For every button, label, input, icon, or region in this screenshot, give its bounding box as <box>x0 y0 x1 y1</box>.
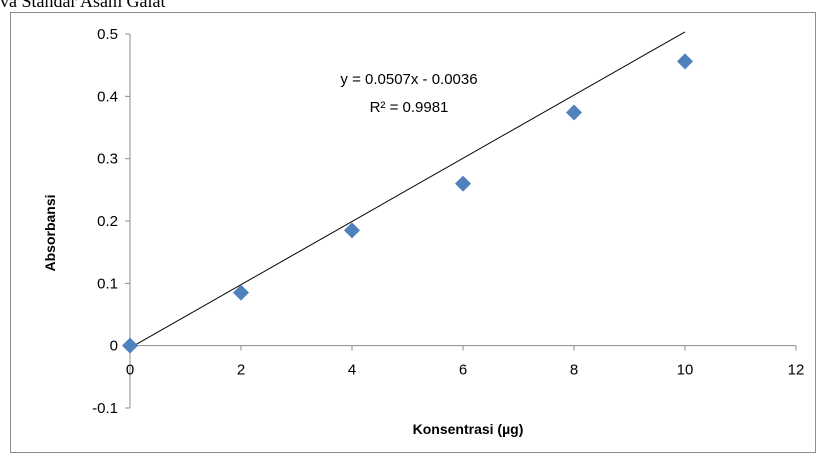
y-tick-label: 0.3 <box>97 151 118 168</box>
y-tick-label: 0.2 <box>97 213 118 230</box>
x-tick-label: 4 <box>348 362 356 379</box>
data-points <box>122 53 693 354</box>
x-axis-title: Konsentrasi (µg) <box>413 421 524 437</box>
chart-area: 0.5 0.4 0.3 0.2 0.1 0 -0.1 0 2 4 6 8 10 12 y = 0.0507… <box>10 12 816 453</box>
data-point-marker <box>677 53 693 70</box>
trendline-equation: y = 0.0507x - 0.0036 <box>340 71 477 88</box>
r-squared-label: R² = 0.9981 <box>370 99 449 116</box>
x-tick-label: 2 <box>237 362 245 379</box>
data-point-marker <box>233 284 249 301</box>
data-point-marker <box>455 175 471 192</box>
x-tick-label: 8 <box>570 362 578 379</box>
y-tick-label: -0.1 <box>92 400 118 417</box>
y-tick-label: 0.4 <box>97 88 118 105</box>
axes: 0.5 0.4 0.3 0.2 0.1 0 -0.1 0 2 4 6 8 10 12 <box>92 26 804 417</box>
scatter-chart: 0.5 0.4 0.3 0.2 0.1 0 -0.1 0 2 4 6 8 10 12 y = 0.0507… <box>42 26 804 437</box>
x-tick-label: 10 <box>677 362 694 379</box>
data-point-marker <box>566 104 582 121</box>
y-tick-label: 0 <box>110 338 118 355</box>
x-tick-label: 12 <box>788 362 805 379</box>
x-tick-label: 6 <box>459 362 467 379</box>
x-tick-label: 0 <box>126 362 134 379</box>
y-tick-label: 0.5 <box>97 26 118 43</box>
data-point-marker <box>122 337 138 354</box>
trendline <box>129 31 686 349</box>
y-axis-title: Absorbansi <box>42 194 58 271</box>
trendline-layer <box>129 31 686 349</box>
data-point-marker <box>344 222 360 239</box>
figure-caption: va Standar Asam Galat <box>0 0 166 11</box>
chart-labels: y = 0.0507x - 0.0036 R² = 0.9981 Konsent… <box>42 71 523 437</box>
y-tick-label: 0.1 <box>97 275 118 292</box>
